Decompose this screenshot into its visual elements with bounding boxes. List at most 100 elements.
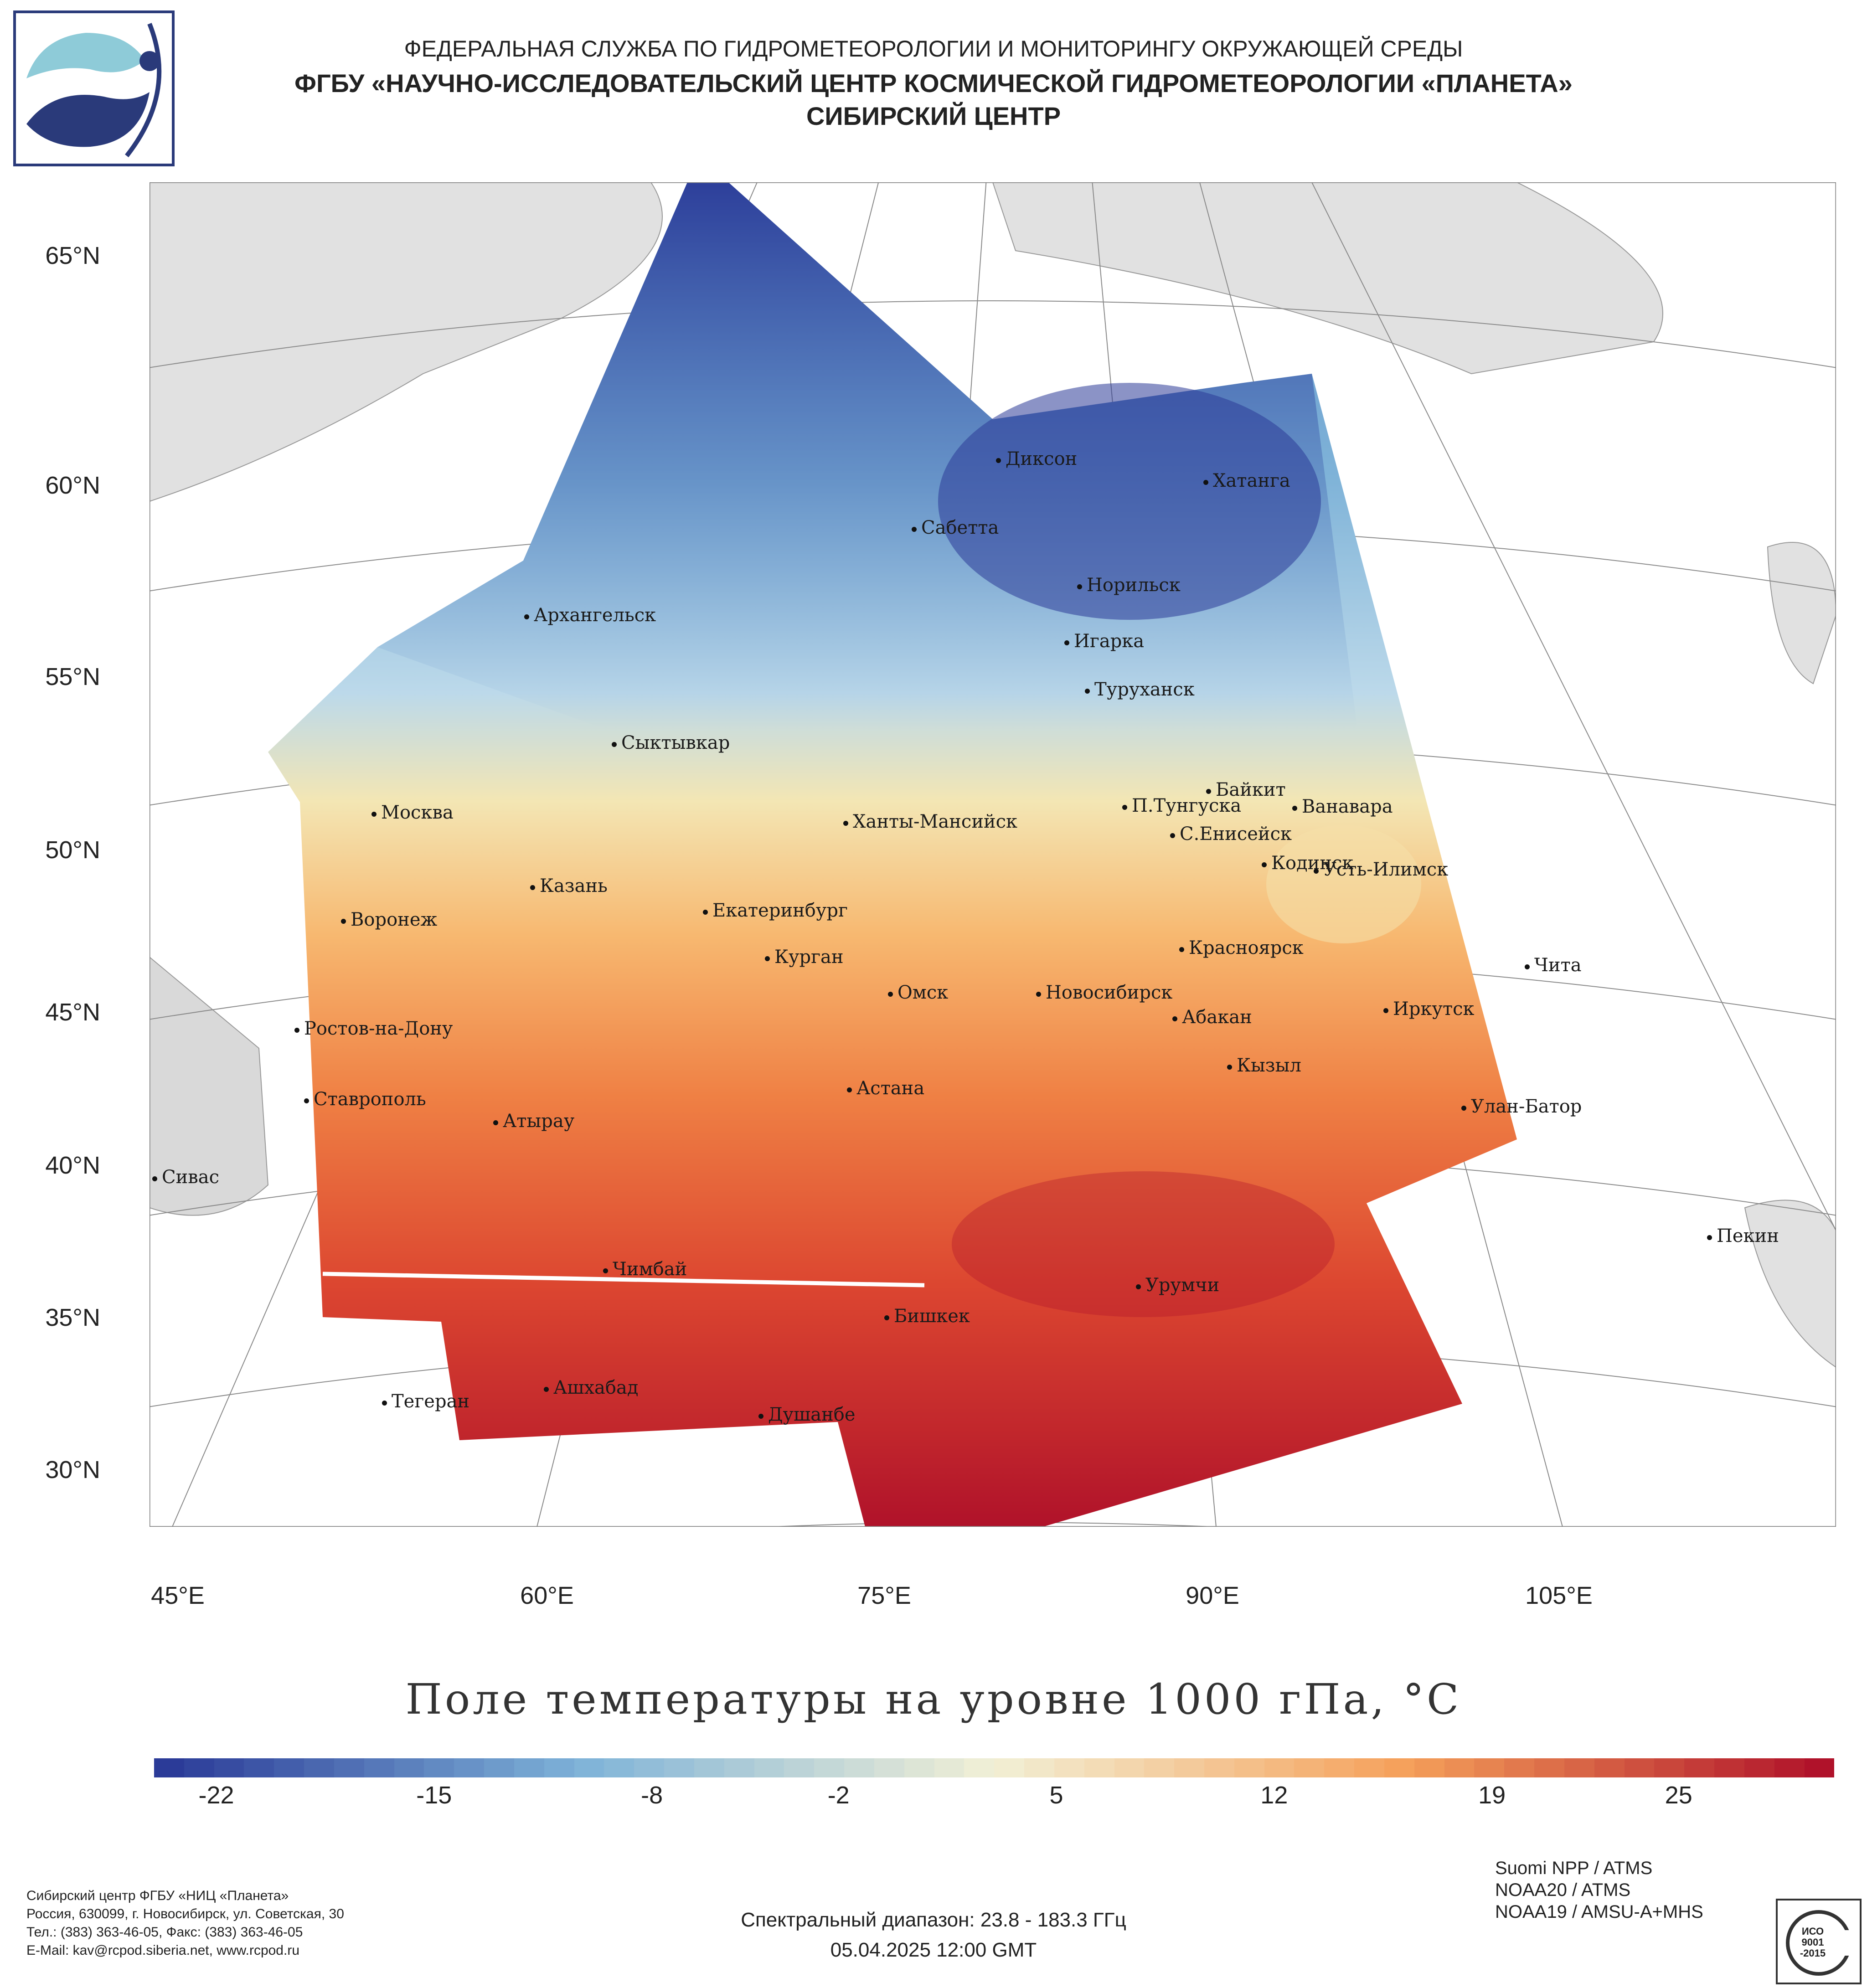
svg-text:-2015: -2015: [1800, 1947, 1826, 1959]
city-label: Казань: [530, 877, 608, 895]
colorbar-swatch: [694, 1758, 724, 1777]
colorbar-swatch: [904, 1758, 934, 1777]
colorbar-swatch: [304, 1758, 334, 1777]
city-label: Красноярск: [1179, 939, 1304, 957]
city-label: Бишкек: [884, 1307, 970, 1325]
colorbar-swatch: [1324, 1758, 1355, 1777]
city-label: Курган: [765, 948, 844, 966]
svg-text:ИСО: ИСО: [1802, 1926, 1824, 1937]
lat-label-40: 40°N: [45, 1152, 100, 1179]
colorbar-swatch: [784, 1758, 815, 1777]
lat-label-55: 55°N: [45, 663, 100, 690]
city-label: Сивас: [152, 1168, 219, 1186]
header-center: СИБИРСКИЙ ЦЕНТР: [806, 102, 1061, 130]
colorbar-swatch: [1144, 1758, 1175, 1777]
colorbar-swatch: [274, 1758, 304, 1777]
colorbar-tick-label: -8: [641, 1782, 663, 1809]
svg-text:9001: 9001: [1802, 1936, 1824, 1948]
colorbar-swatch: [1684, 1758, 1715, 1777]
city-label: Москва: [371, 803, 454, 822]
city-label: Тегеран: [382, 1392, 469, 1411]
colorbar-swatch: [394, 1758, 424, 1777]
colorbar-swatch: [1564, 1758, 1594, 1777]
colorbar-swatch: [1474, 1758, 1505, 1777]
colorbar-swatch: [184, 1758, 214, 1777]
lat-label-35: 35°N: [45, 1304, 100, 1331]
colorbar-swatch: [1654, 1758, 1685, 1777]
city-label: Ванавара: [1292, 798, 1393, 816]
city-label: Туруханск: [1085, 680, 1195, 699]
lat-label-45: 45°N: [45, 999, 100, 1026]
colorbar-swatch: [754, 1758, 784, 1777]
colorbar-swatch: [874, 1758, 904, 1777]
observation-datetime: 05.04.2025 12:00 GMT: [830, 1939, 1037, 1961]
colorbar-swatch: [1534, 1758, 1564, 1777]
colorbar-swatch: [1384, 1758, 1414, 1777]
city-label: Ашхабад: [544, 1379, 638, 1397]
org-contact: Сибирский центр ФГБУ «НИЦ «Планета» Росс…: [26, 1887, 344, 1960]
city-label: Воронеж: [341, 911, 437, 929]
colorbar-swatch: [1024, 1758, 1054, 1777]
product-info: Спектральный диапазон: 23.8 - 183.3 ГГц …: [0, 1905, 1867, 1965]
city-label: Улан-Батор: [1461, 1097, 1582, 1116]
spectral-range: Спектральный диапазон: 23.8 - 183.3 ГГц: [741, 1909, 1126, 1931]
header-agency: ФЕДЕРАЛЬНАЯ СЛУЖБА ПО ГИДРОМЕТЕОРОЛОГИИ …: [404, 36, 1463, 62]
colorbar-swatch: [724, 1758, 754, 1777]
city-label: Душанбе: [758, 1406, 856, 1424]
colorbar-swatch: [964, 1758, 995, 1777]
satellite-item: NOAA19 / AMSU-A+MHS: [1495, 1902, 1703, 1922]
city-label: Сыктывкар: [612, 734, 730, 752]
colorbar-swatch: [1594, 1758, 1625, 1777]
colorbar: [154, 1758, 1835, 1777]
colorbar-swatch: [1114, 1758, 1145, 1777]
colorbar-swatch: [604, 1758, 634, 1777]
colorbar-swatch: [454, 1758, 485, 1777]
colorbar-swatch: [634, 1758, 665, 1777]
colorbar-swatch: [1204, 1758, 1234, 1777]
header-institute: ФГБУ «НАУЧНО-ИССЛЕДОВАТЕЛЬСКИЙ ЦЕНТР КОС…: [294, 69, 1573, 98]
satellite-item: NOAA20 / ATMS: [1495, 1880, 1631, 1900]
colorbar-swatch: [364, 1758, 394, 1777]
city-label: Ханты-Мансийск: [843, 813, 1017, 831]
lat-label-30: 30°N: [45, 1456, 100, 1483]
colorbar-tick-label: 5: [1049, 1782, 1063, 1809]
city-label: Архангельск: [524, 606, 656, 624]
city-label: Новосибирск: [1036, 984, 1172, 1002]
colorbar-swatch: [1714, 1758, 1744, 1777]
colorbar-swatch: [814, 1758, 845, 1777]
colorbar-swatch: [1744, 1758, 1774, 1777]
city-label: Кодинск: [1262, 854, 1353, 872]
city-label: Астана: [847, 1079, 924, 1097]
colorbar-swatch: [664, 1758, 694, 1777]
colorbar-tick-label: -2: [827, 1782, 850, 1809]
city-label: Ростов-на-Дону: [294, 1020, 453, 1038]
city-label: Игарка: [1064, 632, 1144, 650]
colorbar-swatch: [154, 1758, 184, 1777]
org-line: Тел.: (383) 363-46-05, Факс: (383) 363-4…: [26, 1925, 303, 1940]
city-label: Кызыл: [1227, 1056, 1301, 1075]
colorbar-tick-label: 19: [1478, 1782, 1506, 1809]
city-label: П.Тунгуска: [1122, 797, 1241, 815]
lat-label-60: 60°N: [45, 472, 100, 499]
colorbar-swatch: [484, 1758, 514, 1777]
colorbar-swatch: [1354, 1758, 1384, 1777]
org-line: Россия, 630099, г. Новосибирск, ул. Сове…: [26, 1906, 344, 1921]
colorbar-swatch: [1054, 1758, 1084, 1777]
colorbar-tick-label: 25: [1665, 1782, 1692, 1809]
colorbar-swatch: [1504, 1758, 1535, 1777]
org-line: E-Mail: kav@rcpod.siberia.net, www.rcpod…: [26, 1943, 300, 1958]
colorbar-swatch: [1624, 1758, 1655, 1777]
city-label: Байкит: [1206, 781, 1286, 799]
colorbar-swatch: [994, 1758, 1025, 1777]
colorbar-swatch: [1294, 1758, 1325, 1777]
city-label: Урумчи: [1136, 1276, 1219, 1294]
temperature-map: [150, 182, 1836, 1527]
satellite-item: Suomi NPP / ATMS: [1495, 1858, 1653, 1878]
city-label: Чимбай: [603, 1260, 687, 1278]
city-label: Норильск: [1077, 576, 1181, 594]
lon-label-90: 90°E: [1186, 1582, 1239, 1609]
satellite-list: Suomi NPP / ATMS NOAA20 / ATMS NOAA19 / …: [1495, 1857, 1703, 1923]
city-label: Чита: [1525, 956, 1582, 974]
city-label: С.Енисейск: [1170, 825, 1292, 843]
colorbar-swatch: [1264, 1758, 1295, 1777]
